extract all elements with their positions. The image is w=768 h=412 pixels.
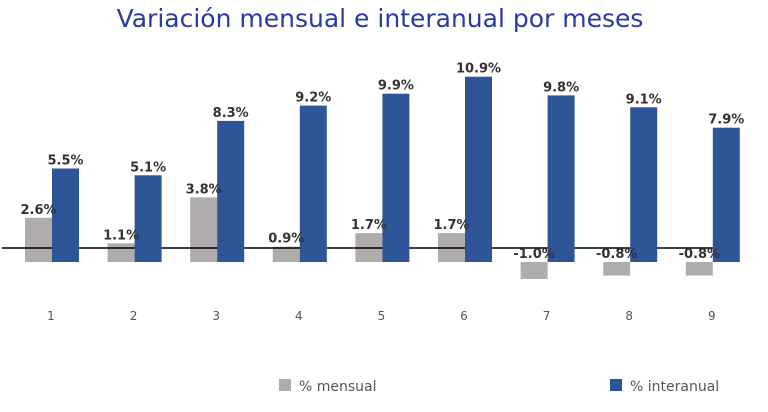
- label-mensual-1: 2.6%: [20, 203, 56, 218]
- label-interanual-5: 9.9%: [378, 79, 414, 94]
- bar-interanual-7: [547, 95, 575, 263]
- label-mensual-3: 3.8%: [186, 182, 222, 197]
- label-interanual-1: 5.5%: [47, 154, 83, 169]
- bar-interanual-9: [712, 127, 740, 262]
- bars-front-group: [52, 76, 740, 263]
- legend: % mensual % interanual: [279, 379, 719, 395]
- label-mensual-5: 1.7%: [351, 218, 387, 233]
- label-mensual-8: -0.8%: [596, 247, 637, 262]
- label-interanual-4: 9.2%: [295, 91, 331, 106]
- bar-interanual-5: [382, 93, 410, 262]
- bar-interanual-8: [630, 107, 658, 262]
- bar-interanual-6: [465, 76, 492, 262]
- bar-interanual-2: [134, 175, 162, 262]
- label-interanual-3: 8.3%: [213, 106, 249, 121]
- bar-mensual-9: [685, 262, 713, 276]
- x-axis-ticks: 1 2 3 4 5 6 7 8 9: [47, 309, 715, 323]
- label-interanual-2: 5.1%: [130, 160, 166, 175]
- x-tick-4: 4: [295, 309, 303, 323]
- label-mensual-2: 1.1%: [103, 228, 139, 243]
- label-mensual-4: 0.9%: [268, 232, 304, 247]
- x-tick-9: 9: [708, 309, 716, 323]
- legend-swatch-mensual: [279, 379, 291, 391]
- label-interanual-6: 10.9%: [456, 62, 501, 77]
- label-mensual-7: -1.0%: [513, 247, 554, 262]
- bar-interanual-4: [299, 105, 327, 262]
- data-labels-group: 2.6% 5.5% 1.1% 5.1% 3.8% 8.3% 0.9% 9.2% 1.7% 9.9%…: [20, 62, 744, 262]
- x-tick-1: 1: [47, 309, 55, 323]
- x-tick-5: 5: [378, 309, 386, 323]
- x-tick-7: 7: [543, 309, 551, 323]
- label-mensual-9: -0.8%: [679, 247, 720, 262]
- bar-mensual-1: [25, 217, 52, 262]
- legend-swatch-interanual: [610, 379, 622, 391]
- bar-mensual-8: [603, 262, 631, 276]
- label-interanual-8: 9.1%: [626, 92, 662, 107]
- x-tick-3: 3: [212, 309, 220, 323]
- label-mensual-6: 1.7%: [433, 218, 469, 233]
- bar-mensual-2: [107, 243, 135, 262]
- x-tick-6: 6: [460, 309, 468, 323]
- bar-mensual-4: [272, 246, 300, 262]
- label-interanual-7: 9.8%: [543, 80, 579, 95]
- label-interanual-9: 7.9%: [708, 113, 744, 128]
- bar-interanual-1: [52, 168, 79, 262]
- x-tick-8: 8: [625, 309, 633, 323]
- bar-interanual-3: [217, 120, 245, 263]
- legend-label-interanual: % interanual: [630, 379, 719, 395]
- bar-mensual-3: [190, 197, 218, 262]
- x-tick-2: 2: [130, 309, 138, 323]
- bar-mensual-7: [520, 262, 548, 279]
- chart-title: Variación mensual e interanual por meses: [117, 4, 644, 33]
- legend-label-mensual: % mensual: [299, 379, 377, 395]
